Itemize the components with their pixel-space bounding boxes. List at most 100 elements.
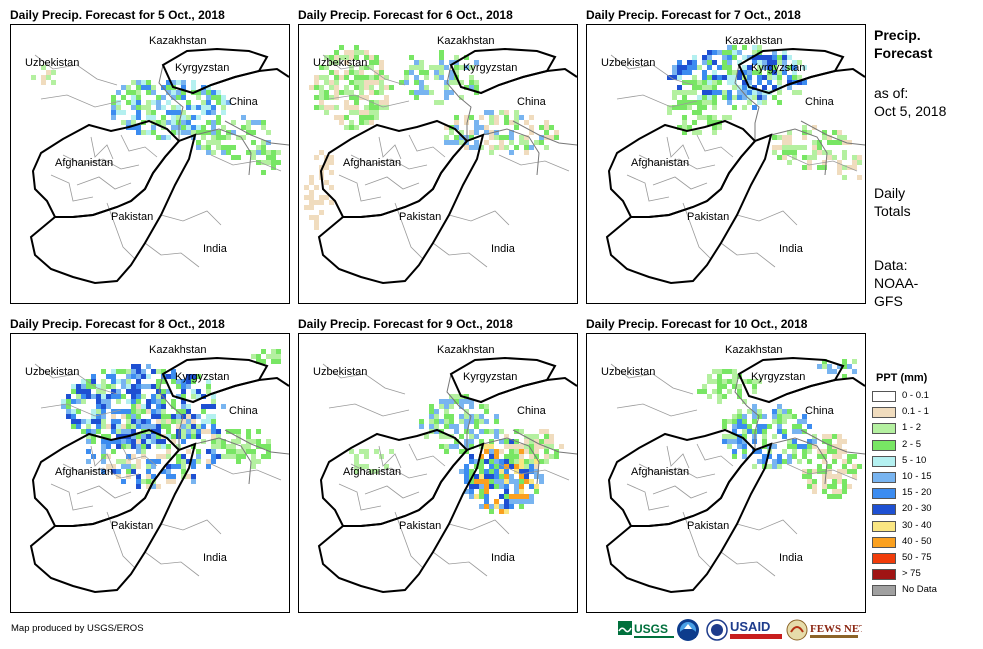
precip-cell — [404, 75, 409, 80]
precip-cell — [236, 439, 241, 444]
precip-cell — [857, 464, 862, 469]
precip-cell — [439, 100, 444, 105]
precip-cell — [489, 509, 494, 514]
precip-cell — [484, 479, 489, 484]
precip-cell — [672, 65, 677, 70]
precip-cell — [524, 140, 529, 145]
precip-cell — [66, 414, 71, 419]
precip-cell — [519, 135, 524, 140]
precip-cell — [236, 434, 241, 439]
precip-cell — [211, 439, 216, 444]
precip-cell — [324, 95, 329, 100]
precip-cell — [359, 464, 364, 469]
precip-cell — [211, 130, 216, 135]
country-label-afghanistan: Afghanistan — [55, 466, 114, 478]
precip-cell — [121, 95, 126, 100]
precip-cell — [692, 60, 697, 65]
precip-cell — [251, 155, 256, 160]
precip-cell — [787, 145, 792, 150]
precip-cell — [459, 404, 464, 409]
precip-cell — [419, 60, 424, 65]
precip-cell — [256, 359, 261, 364]
precip-cell — [339, 115, 344, 120]
precip-cell — [146, 384, 151, 389]
precip-cell — [251, 140, 256, 145]
precip-cell — [827, 494, 832, 499]
precip-cell — [434, 424, 439, 429]
precip-cell — [469, 419, 474, 424]
precip-cell — [116, 394, 121, 399]
precip-cell — [802, 135, 807, 140]
precip-cell — [484, 110, 489, 115]
precip-cell — [469, 85, 474, 90]
precip-cell — [509, 494, 514, 499]
precip-cell — [842, 479, 847, 484]
precip-cell — [777, 145, 782, 150]
precip-cell — [314, 95, 319, 100]
precip-cell — [787, 414, 792, 419]
precip-cell — [166, 474, 171, 479]
precip-cell — [827, 364, 832, 369]
precip-cell — [256, 439, 261, 444]
precip-cell — [131, 464, 136, 469]
precip-cell — [469, 454, 474, 459]
precip-cell — [817, 145, 822, 150]
precip-cell — [484, 419, 489, 424]
precip-cell — [96, 399, 101, 404]
precip-cell — [489, 145, 494, 150]
precip-cell — [161, 95, 166, 100]
precip-cell — [464, 474, 469, 479]
country-label-kyrgyzstan: Kyrgyzstan — [175, 371, 230, 383]
legend-swatch — [872, 585, 896, 597]
precip-cell — [226, 135, 231, 140]
precip-cell — [211, 404, 216, 409]
precip-cell — [464, 120, 469, 125]
fewsnet-logo: FEWS NET — [786, 618, 862, 642]
precip-cell — [732, 369, 737, 374]
precip-cell — [91, 379, 96, 384]
precip-cell — [221, 95, 226, 100]
precip-cell — [324, 75, 329, 80]
precip-cell — [807, 165, 812, 170]
precip-cell — [171, 369, 176, 374]
precip-cell — [539, 459, 544, 464]
precip-cell — [772, 95, 777, 100]
precip-cell — [797, 145, 802, 150]
legend-swatch — [872, 504, 896, 516]
precip-cell — [141, 130, 146, 135]
precip-cell — [514, 484, 519, 489]
precip-cell — [206, 110, 211, 115]
precip-cell — [131, 120, 136, 125]
precip-cell — [66, 399, 71, 404]
precip-cell — [191, 429, 196, 434]
precip-cell — [156, 399, 161, 404]
precip-cell — [489, 429, 494, 434]
precip-cell — [807, 424, 812, 429]
precip-cell — [499, 464, 504, 469]
precip-cell — [494, 419, 499, 424]
precip-cell — [504, 120, 509, 125]
precip-cell — [782, 429, 787, 434]
precip-cell — [727, 434, 732, 439]
precip-cell — [544, 125, 549, 130]
precip-cell — [101, 454, 106, 459]
precip-cell — [151, 414, 156, 419]
precip-cell — [156, 389, 161, 394]
precip-cell — [419, 65, 424, 70]
precip-cell — [166, 120, 171, 125]
precip-cell — [509, 449, 514, 454]
precip-cell — [697, 389, 702, 394]
precip-cell — [469, 399, 474, 404]
precip-cell — [702, 80, 707, 85]
precip-cell — [271, 155, 276, 160]
admin-boundary — [160, 210, 222, 226]
precip-cell — [329, 80, 334, 85]
precip-cell — [146, 105, 151, 110]
precip-cell — [206, 120, 211, 125]
precip-cell — [176, 90, 181, 95]
precip-cell — [722, 434, 727, 439]
precip-cell — [752, 95, 757, 100]
precip-cell — [136, 409, 141, 414]
precip-cell — [499, 429, 504, 434]
precip-cell — [777, 155, 782, 160]
